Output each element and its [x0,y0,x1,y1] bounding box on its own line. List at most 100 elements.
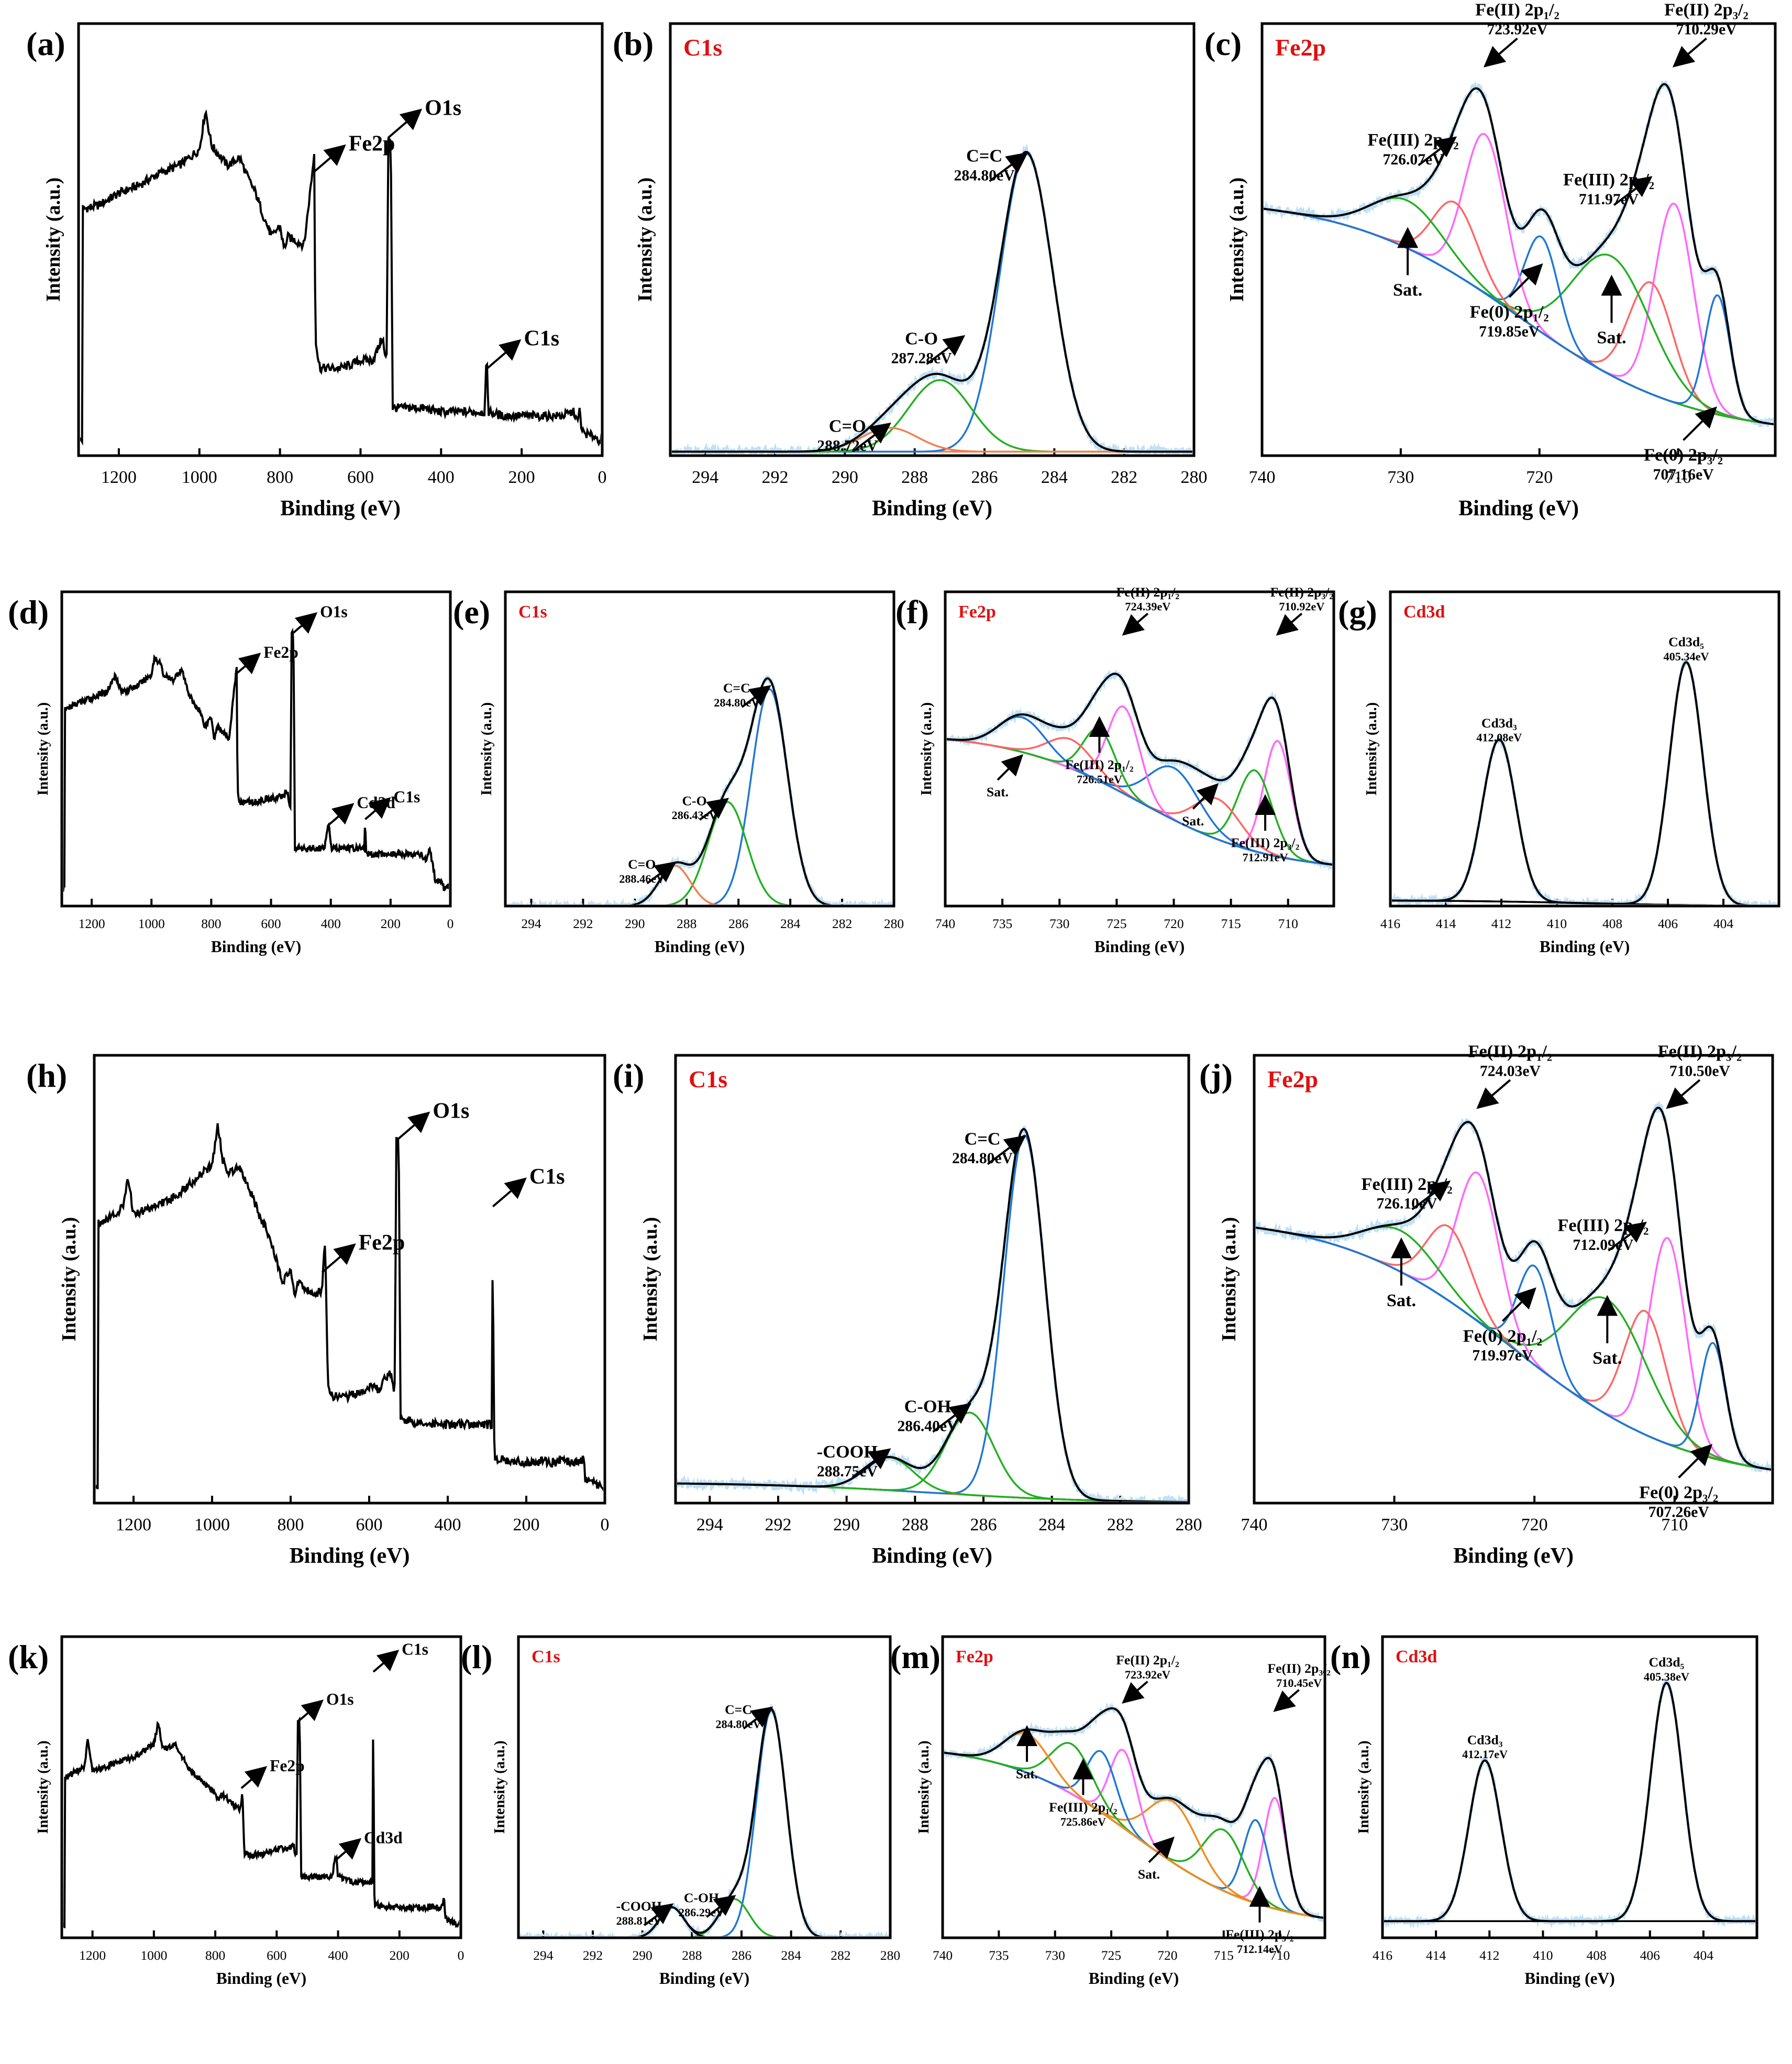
annotation-label: Cd3d [364,1828,403,1847]
panel-n: (n) Cd3d 416 414 412 410 408 406 404 Binding (eV)… [1330,1635,1758,1988]
annotation-label: O1s [326,1690,354,1708]
panel-j: (j) Fe2p 740 730 720 710 Binding (eV) Intensity… [1199,1041,1774,1568]
plot-area [672,144,1192,454]
annotation-arrow [1476,1079,1511,1109]
y-axis-label: Intensity (a.u.) [35,1740,51,1834]
annotation-arrow [987,1135,1026,1165]
plot-frame [1389,590,1780,908]
raw-data-line [1384,1677,1755,1929]
x-tick-label: 292 [762,468,789,487]
annotation-label: Fe(II) 2p₁/₂ [1116,584,1180,600]
annotation-value: 719.85eV [1479,323,1540,340]
panel-b: (b) C1s 294 292 290 288 286 284 282 280 Binding (e… [613,22,1208,521]
panel-h: (h) 1200 1000 800 600 400 200 0 Binding (eV) Inte… [26,1054,610,1568]
annotation-value: 286.40eV [897,1418,958,1434]
peak-annotation: O1s [388,96,461,139]
annotation-value: 711.97eV [1579,191,1639,208]
annotation-value: 726.51eV [1077,773,1122,786]
chart-title: C1s [532,1647,560,1666]
y-axis-label: Intensity (a.u.) [35,702,51,796]
peak-annotation: Sat. [1592,1295,1622,1368]
x-tick-label: 715 [1221,916,1241,931]
plot-frame [1260,22,1777,457]
panel-c: (c) Fe2p 740 730 720 710 Binding (eV) Intensity… [1204,0,1777,521]
x-tick-label: 406 [1658,916,1678,931]
x-tick-label: 200 [390,1948,410,1963]
annotation-arrow [852,422,891,452]
annotation-arrow [699,798,729,821]
x-axis-label: Binding (eV) [280,496,401,521]
annotation-arrow [1122,1681,1148,1704]
x-tick-label: 400 [328,1948,348,1963]
fit-component-7 [1264,207,1774,425]
annotation-arrow [743,1706,773,1730]
fit-envelope-line [636,1707,823,1936]
fit-envelope-line [947,672,1332,866]
annotation-label: C-O [905,329,938,349]
raw-data-line [1256,1100,1771,1474]
x-tick-label: 0 [601,1515,610,1535]
x-tick-label: 740 [1241,1515,1268,1535]
x-tick-label: 1200 [101,468,137,487]
x-tick-label: 730 [1045,1948,1065,1963]
annotation-arrow [327,803,355,826]
annotation-value: 284.80eV [952,1150,1013,1167]
annotation-label: Sat. [1138,1867,1160,1882]
annotation-label: Sat. [1592,1348,1622,1368]
plot-area [80,109,601,447]
peak-annotation: Sat. [1597,274,1627,348]
x-tick-label: 288 [902,1515,928,1535]
annotation-label: Fe(II) 2p₁/₂ [1116,1652,1179,1668]
x-tick-label: 286 [970,1515,997,1535]
annotation-label: Fe(0) 2p₁/₂ [1470,302,1549,322]
x-tick-label: 286 [728,916,748,931]
annotation-value: 724.03eV [1480,1063,1541,1079]
annotation-value: 288.72eV [817,438,878,455]
x-axis-label: Binding (eV) [872,1544,992,1568]
peak-annotation: Fe(II) 2p₁/₂ 724.03eV [1468,1041,1552,1109]
x-tick-label: 400 [435,1515,461,1535]
x-tick-label: 0 [598,468,607,487]
panel-l: (l) C1s 294 292 290 288 286 284 282 280 Binding (e… [461,1635,900,1988]
x-axis-label: Binding (eV) [655,937,745,956]
x-tick-label: 1200 [79,916,105,931]
annotation-arrow [492,1177,527,1208]
annotation-value: 284.80eV [715,1717,761,1730]
peak-annotation: Fe(II) 2p₃/₂ 710.50eV [1658,1041,1742,1109]
annotation-value: 707.16eV [1653,467,1714,483]
panel-label: (g) [1338,593,1377,631]
x-axis-label: Binding (eV) [1453,1544,1574,1568]
chart-title: Fe2p [958,602,996,622]
y-axis-label: Intensity (a.u.) [1218,1217,1240,1342]
panel-a: (a) 1200 1000 800 600 400 200 0 Binding (eV) Inte… [26,22,607,521]
x-axis-label: Binding (eV) [1089,1969,1179,1988]
annotation-arrow [706,1895,736,1918]
x-tick-label: 292 [583,1948,603,1963]
fit-component-1 [1384,1682,1755,1923]
fit-envelope-line [1256,1107,1771,1471]
peak-annotation: Cd3d [327,793,395,826]
raw-data-line [677,1125,1187,1502]
panel-i: (i) C1s 294 292 290 288 286 284 282 280 Binding (e… [613,1054,1202,1568]
peak-annotation: Sat. [1182,783,1219,829]
plot-frame [1253,1054,1774,1505]
annotation-arrow [486,339,522,369]
x-tick-label: 280 [884,916,904,931]
x-tick-label: 290 [625,916,645,931]
annotation-label: C1s [524,327,559,351]
series-line-0 [63,627,449,892]
annotation-label: C=C [966,146,1002,166]
fit-component-1 [672,379,1192,453]
annotation-label: Fe(0) 2p₁/₂ [1463,1326,1542,1346]
y-axis-label: Intensity (a.u.) [1364,702,1380,796]
x-tick-label: 284 [781,1948,802,1963]
